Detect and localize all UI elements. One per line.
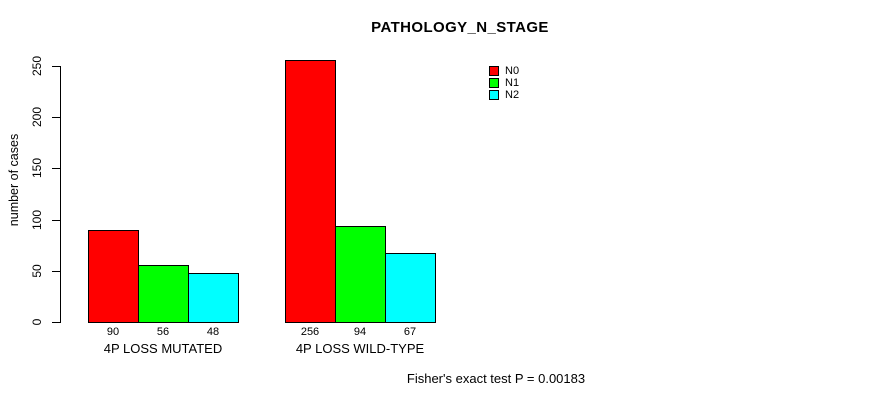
bar-value-label: 256 [300,326,320,338]
bar-value-label: 94 [353,326,367,338]
y-axis-tick-label: 100 [30,209,44,230]
legend-entry-N2: N2 [489,89,519,101]
bar-N2-group1 [188,273,239,323]
legend-entry-N0: N0 [489,65,519,77]
chart-title: PATHOLOGY_N_STAGE [371,19,549,36]
y-axis-tick-label: 200 [30,107,44,128]
bar-N0-group1 [88,230,139,323]
bar-value-label: 67 [403,326,417,338]
y-axis-tick-label: 0 [30,318,44,326]
y-axis-title: number of cases [7,133,21,227]
legend-label: N2 [505,89,520,101]
y-axis-tick [52,322,60,323]
y-axis-tick-label: 50 [30,264,44,278]
legend-entry-N1: N1 [489,77,519,89]
y-axis-tick [52,270,60,272]
y-axis-tick-label: 250 [30,55,44,77]
bar-value-label: 48 [206,326,220,338]
y-axis-tick-label: 150 [30,158,44,179]
bar-N1-group1 [138,265,189,323]
legend-label: N1 [505,77,520,89]
y-axis-tick [52,168,60,170]
y-axis-tick [52,66,60,67]
y-axis-tick [52,219,60,221]
category-label: 4P LOSS MUTATED [103,341,223,356]
annotation-fishers-test: Fisher's exact test P = 0.00183 [406,371,586,386]
y-axis-tick [52,117,60,119]
category-label: 4P LOSS WILD-TYPE [295,341,425,356]
bar-N1-group2 [335,226,386,323]
legend: N0 N1 N2 [489,65,519,101]
legend-swatch-N2 [489,90,499,100]
y-axis-line [60,66,61,323]
bar-N0-group2 [285,60,336,323]
legend-swatch-N0 [489,66,499,76]
bar-N2-group2 [385,253,436,323]
legend-label: N0 [505,65,520,77]
bar-value-label: 56 [156,326,170,338]
bar-value-label: 90 [106,326,120,338]
legend-swatch-N1 [489,78,499,88]
